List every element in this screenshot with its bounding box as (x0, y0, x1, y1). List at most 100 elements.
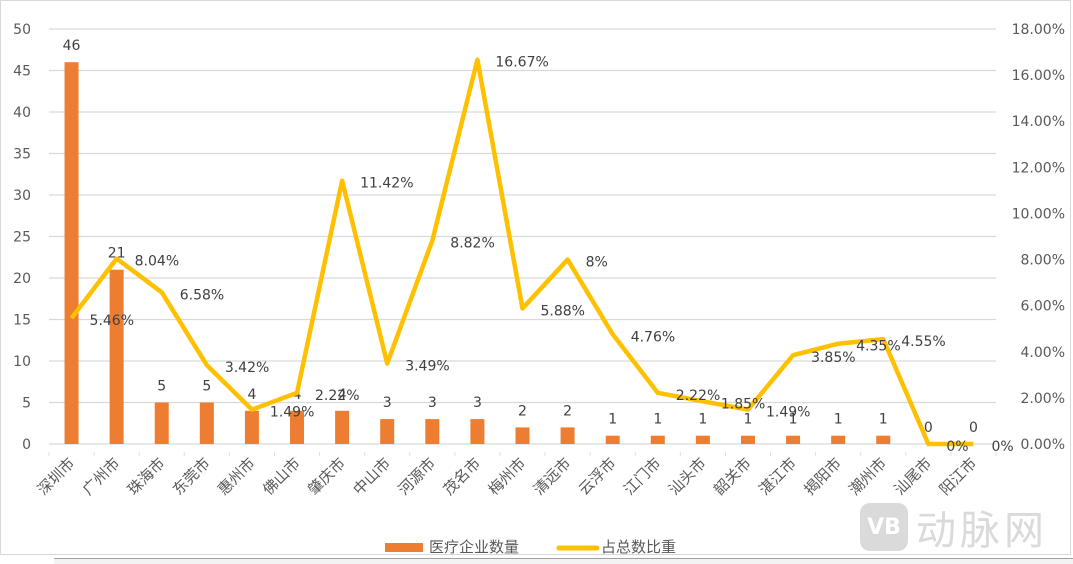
left-axis-tick: 35 (13, 147, 31, 163)
line-data-label: 5.46% (90, 313, 134, 329)
bar-data-label: 1 (789, 412, 798, 428)
line-data-label: 1.49% (766, 405, 810, 421)
right-axis-tick: 12.00% (1012, 160, 1065, 176)
category-label: 阳江市 (936, 454, 981, 499)
bar[interactable] (109, 269, 124, 444)
bar-data-label: 1 (698, 412, 707, 428)
right-axis-tick: 18.00% (1012, 22, 1065, 38)
bar-data-label: 0 (924, 420, 933, 436)
line-data-label: 4.55% (901, 334, 945, 350)
bar-data-label: 3 (473, 395, 482, 411)
bar-data-label: 1 (744, 412, 753, 428)
right-axis-tick: 8.00% (1021, 253, 1065, 269)
bar-data-label: 21 (108, 246, 126, 262)
left-axis-tick: 45 (13, 64, 31, 80)
bar-data-label: 46 (63, 38, 81, 54)
legend-bar-label: 医疗企业数量 (429, 538, 519, 556)
bar[interactable] (695, 435, 710, 444)
bar[interactable] (605, 435, 620, 444)
right-axis-tick: 6.00% (1021, 299, 1065, 315)
bar[interactable] (740, 435, 755, 444)
bar-data-label: 4 (338, 387, 347, 403)
legend-line-label: 占总数比重 (601, 538, 676, 556)
line-data-label: 2.22% (315, 388, 359, 404)
sheet-scroll-area[interactable] (54, 558, 1073, 564)
category-label: 汕头市 (665, 454, 710, 499)
line-data-label: 3.49% (405, 359, 449, 375)
line-data-label: 1.49% (270, 405, 314, 421)
bar[interactable] (380, 419, 395, 444)
bar-data-label: 2 (518, 403, 527, 419)
left-axis-tick: 15 (13, 313, 31, 329)
category-label: 潮州市 (846, 454, 891, 499)
category-label: 河源市 (395, 454, 440, 499)
watermark-logo-icon: VB (860, 503, 908, 551)
watermark-text: 动脉网 (916, 508, 1048, 554)
line-data-label: 0% (946, 439, 968, 455)
bar[interactable] (290, 410, 305, 444)
bar[interactable] (515, 427, 530, 444)
bar-data-label: 1 (834, 412, 843, 428)
category-label: 揭阳市 (800, 454, 845, 499)
line-data-label: 11.42% (360, 176, 413, 192)
bar-data-label: 1 (653, 412, 662, 428)
bar-data-label: 5 (202, 379, 211, 395)
category-label: 中山市 (349, 454, 394, 499)
bar[interactable] (650, 435, 665, 444)
left-axis-tick: 40 (13, 105, 31, 121)
line-data-label: 5.88% (541, 303, 585, 319)
category-label: 江门市 (620, 454, 665, 499)
bar-data-label: 1 (608, 412, 617, 428)
bar[interactable] (64, 62, 79, 444)
line-data-label: 3.85% (811, 350, 855, 366)
category-label: 惠州市 (214, 454, 259, 499)
bar-data-label: 1 (879, 412, 888, 428)
left-axis-tick: 30 (13, 188, 31, 204)
bar[interactable] (335, 410, 350, 444)
category-label: 梅州市 (485, 454, 530, 499)
right-axis-tick: 14.00% (1012, 114, 1065, 130)
line-series[interactable] (69, 57, 974, 447)
category-label: 东莞市 (169, 454, 214, 499)
bar[interactable] (786, 435, 801, 444)
line-data-label: 8.04% (135, 254, 179, 270)
bar[interactable] (244, 410, 259, 444)
left-axis-tick: 50 (13, 22, 31, 38)
category-label: 汕尾市 (891, 454, 936, 499)
bar[interactable] (425, 419, 440, 444)
category-label: 深圳市 (34, 454, 79, 499)
bar[interactable] (560, 427, 575, 444)
right-axis-tick: 0.00% (1021, 437, 1065, 453)
right-axis-tick: 10.00% (1012, 206, 1065, 222)
left-axis-tick: 10 (13, 354, 31, 370)
category-label: 珠海市 (124, 454, 169, 499)
line-data-label: 16.67% (495, 55, 548, 71)
line-data-label: 2.22% (676, 388, 720, 404)
category-label: 韶关市 (710, 454, 755, 499)
category-label: 湛江市 (755, 454, 800, 499)
category-label: 佛山市 (259, 454, 304, 499)
bar-data-label: 3 (428, 395, 437, 411)
bar-data-label: 2 (563, 403, 572, 419)
line-data-label: 4.35% (856, 339, 900, 355)
line-data-label: 1.85% (721, 396, 765, 412)
bar[interactable] (876, 435, 891, 444)
right-axis-tick: 16.00% (1012, 68, 1065, 84)
bar[interactable] (199, 402, 214, 445)
bar[interactable] (470, 419, 485, 444)
bar-data-label: 0 (969, 420, 978, 436)
line-data-label: 3.42% (225, 360, 269, 376)
right-axis-tick: 2.00% (1021, 391, 1065, 407)
left-axis-tick: 25 (13, 230, 31, 246)
line-data-label: 6.58% (180, 287, 224, 303)
left-axis-tick: 5 (22, 396, 31, 412)
bar[interactable] (154, 402, 169, 445)
category-label: 广州市 (79, 454, 124, 499)
bar-data-label: 5 (157, 379, 166, 395)
watermark: VB 动脉网 (860, 498, 1048, 556)
line-data-label: 0% (991, 439, 1013, 455)
bar[interactable] (831, 435, 846, 444)
